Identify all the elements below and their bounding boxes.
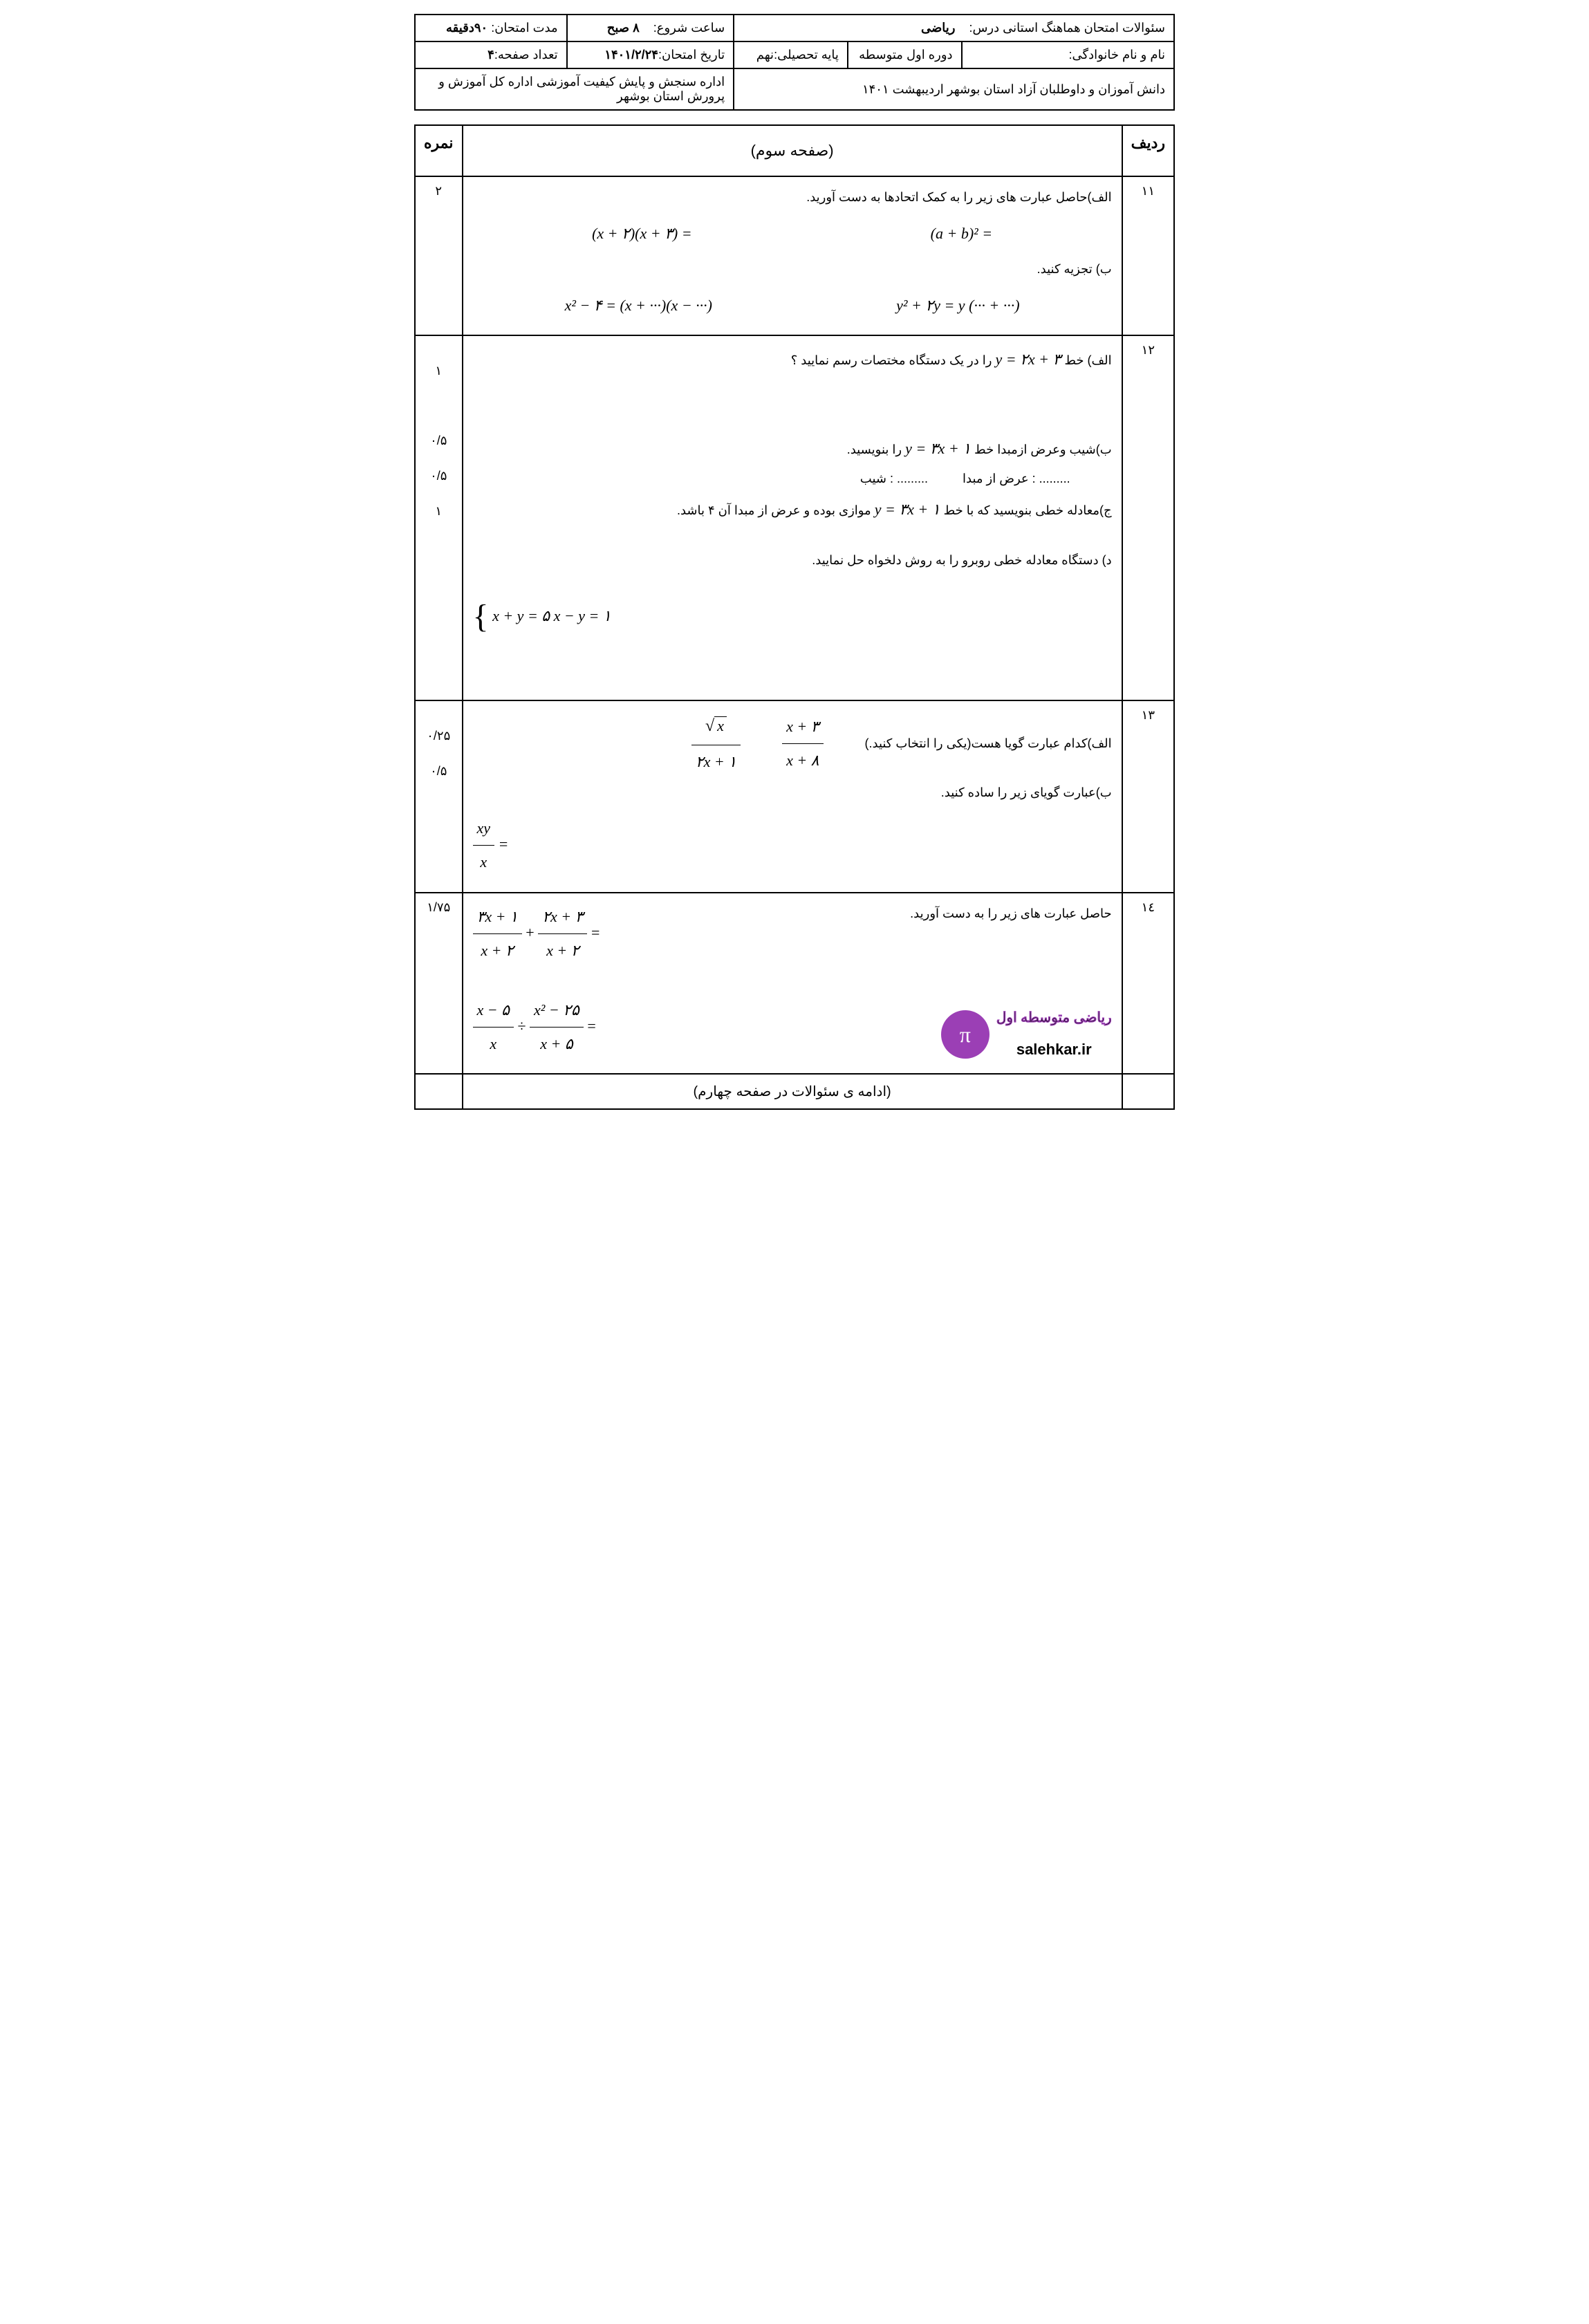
page-title: (صفحه سوم)	[751, 142, 834, 159]
start-time: ۸ صبح	[607, 21, 640, 35]
q12-b-pre: ب)شیب وعرض ازمبدا خط	[971, 443, 1112, 456]
header-subject: ریاضی	[921, 21, 955, 35]
q11-a-expr1: (a + b)² =	[931, 217, 992, 250]
q12-sys1: x + y = ۵	[492, 599, 550, 633]
q12-c-expr: y = ۳x + ۱	[875, 493, 940, 526]
question-row-12: ۱۲ الف) خط y = ۲x + ۳ را در یک دستگاه مخ…	[415, 335, 1174, 700]
q14-num: ١٤	[1142, 900, 1155, 914]
exam-header-table: سئوالات امتحان هماهنگ استانی درس: ریاضی …	[414, 14, 1175, 111]
q12-b-blank1: ......... : عرض از مبدا	[963, 472, 1070, 485]
q12-score-c: ۰/۵	[425, 469, 452, 483]
q14-expr2: x − ۵ x ÷ x² − ۲۵ x + ۵ =	[473, 994, 596, 1061]
duration-label: مدت امتحان:	[491, 21, 557, 35]
col-radif-header: ردیف	[1131, 134, 1165, 151]
q13-b-text: ب)عبارت گویای زیر را ساده کنید.	[473, 779, 1112, 807]
q13-b-frac: xy x	[473, 812, 495, 880]
logo-title: ریاضی متوسطه اول	[996, 1003, 1112, 1033]
questions-table: ردیف (صفحه سوم) نمره ۱۱ الف)حاصل عبارت ه…	[414, 124, 1175, 1110]
q11-b-text: ب) تجزیه کنید.	[473, 256, 1112, 283]
q13-score-a: ۰/۲۵	[425, 729, 452, 743]
q12-b-blank2: ......... : شیب	[860, 472, 928, 485]
q12-a-expr: y = ۲x + ۳	[995, 343, 1061, 376]
q12-b-expr: y = ۳x + ۱	[905, 432, 971, 465]
q12-sys2: x − y = ۱	[554, 599, 611, 633]
question-row-14: ١٤ حاصل عبارت های زیر را به دست آورید. ۳…	[415, 893, 1174, 1074]
q12-a-post: را در یک دستگاه مختصات رسم نمایید ؟	[791, 353, 992, 367]
duration: ۹۰دقیقه	[446, 21, 487, 35]
header-left-org: اداره سنجش و پایش کیفیت آموزشی اداره کل …	[438, 75, 725, 103]
question-row-11: ۱۱ الف)حاصل عبارت های زیر را به کمک اتحا…	[415, 176, 1174, 335]
col-nomre-header: نمره	[424, 134, 454, 151]
date-label: تاریخ امتحان:	[658, 48, 725, 62]
pi-icon: π	[941, 1010, 989, 1059]
date: ۱۴۰۱/۲/۲۴	[604, 48, 658, 62]
q14-text: حاصل عبارت های زیر را به دست آورید.	[910, 900, 1112, 928]
q12-score-b: ۰/۵	[425, 434, 452, 448]
q12-num: ۱۲	[1142, 343, 1155, 357]
q13-a-text: الف)کدام عبارت گویا هست(یکی را انتخاب کن…	[865, 730, 1112, 758]
name-label: نام و نام خانوادگی:	[1069, 48, 1165, 62]
q11-a-expr2: (x + ۲)(x + ۳) =	[592, 217, 692, 250]
q11-score: ۲	[435, 184, 442, 198]
q11-b-expr1: y² + ۲y = y (··· + ···)	[896, 289, 1019, 322]
q13-frac2: √x ۲x + ۱	[691, 708, 741, 779]
grade: نهم	[756, 48, 774, 62]
q11-a-text: الف)حاصل عبارت های زیر را به کمک اتحادها…	[473, 184, 1112, 212]
q13-frac1: x + ۳ x + ۸	[782, 710, 823, 778]
start-time-label: ساعت شروع:	[653, 21, 725, 35]
footer-text: (ادامه ی سئوالات در صفحه چهارم)	[694, 1084, 891, 1099]
q14-score: ۱/۷۵	[427, 900, 450, 914]
q11-b-expr2: x² − ۴ = (x + ···)(x − ···)	[565, 289, 712, 322]
q12-score-d: ۱	[425, 504, 452, 519]
q12-c-pre: ج)معادله خطی بنویسید که با خط	[940, 503, 1112, 517]
pages: ۴	[487, 48, 494, 62]
q11-num: ۱۱	[1142, 184, 1155, 198]
footer-row: (ادامه ی سئوالات در صفحه چهارم)	[415, 1074, 1174, 1109]
grade-label: پایه تحصیلی:	[774, 48, 839, 62]
pages-label: تعداد صفحه:	[494, 48, 558, 62]
header-right-org: دانش آموزان و داوطلبان آزاد استان بوشهر …	[862, 82, 1165, 96]
question-row-13: ۱۳ الف)کدام عبارت گویا هست(یکی را انتخاب…	[415, 700, 1174, 893]
watermark-logo: π ریاضی متوسطه اول salehkar.ir	[941, 1003, 1112, 1066]
q12-score-a: ۱	[425, 364, 452, 378]
level: دوره اول متوسطه	[859, 48, 952, 62]
q14-expr1: ۳x + ۱ x + ۲ + ۲x + ۳ x + ۲ =	[473, 900, 600, 968]
logo-url: salehkar.ir	[996, 1033, 1112, 1066]
q12-d-text: د) دستگاه معادله خطی روبرو را به روش دلخ…	[473, 547, 1112, 575]
q13-num: ۱۳	[1142, 708, 1155, 722]
q12-b-post: را بنویسید.	[847, 443, 902, 456]
q12-a-pre: الف) خط	[1061, 353, 1111, 367]
header-title-label: سئوالات امتحان هماهنگ استانی درس:	[969, 21, 1165, 35]
q12-c-post: موازی بوده و عرض از مبدا آن ۴ باشد.	[677, 503, 871, 517]
q12-system: { x + y = ۵ x − y = ۱	[473, 580, 611, 653]
q13-score-b: ۰/۵	[425, 764, 452, 779]
